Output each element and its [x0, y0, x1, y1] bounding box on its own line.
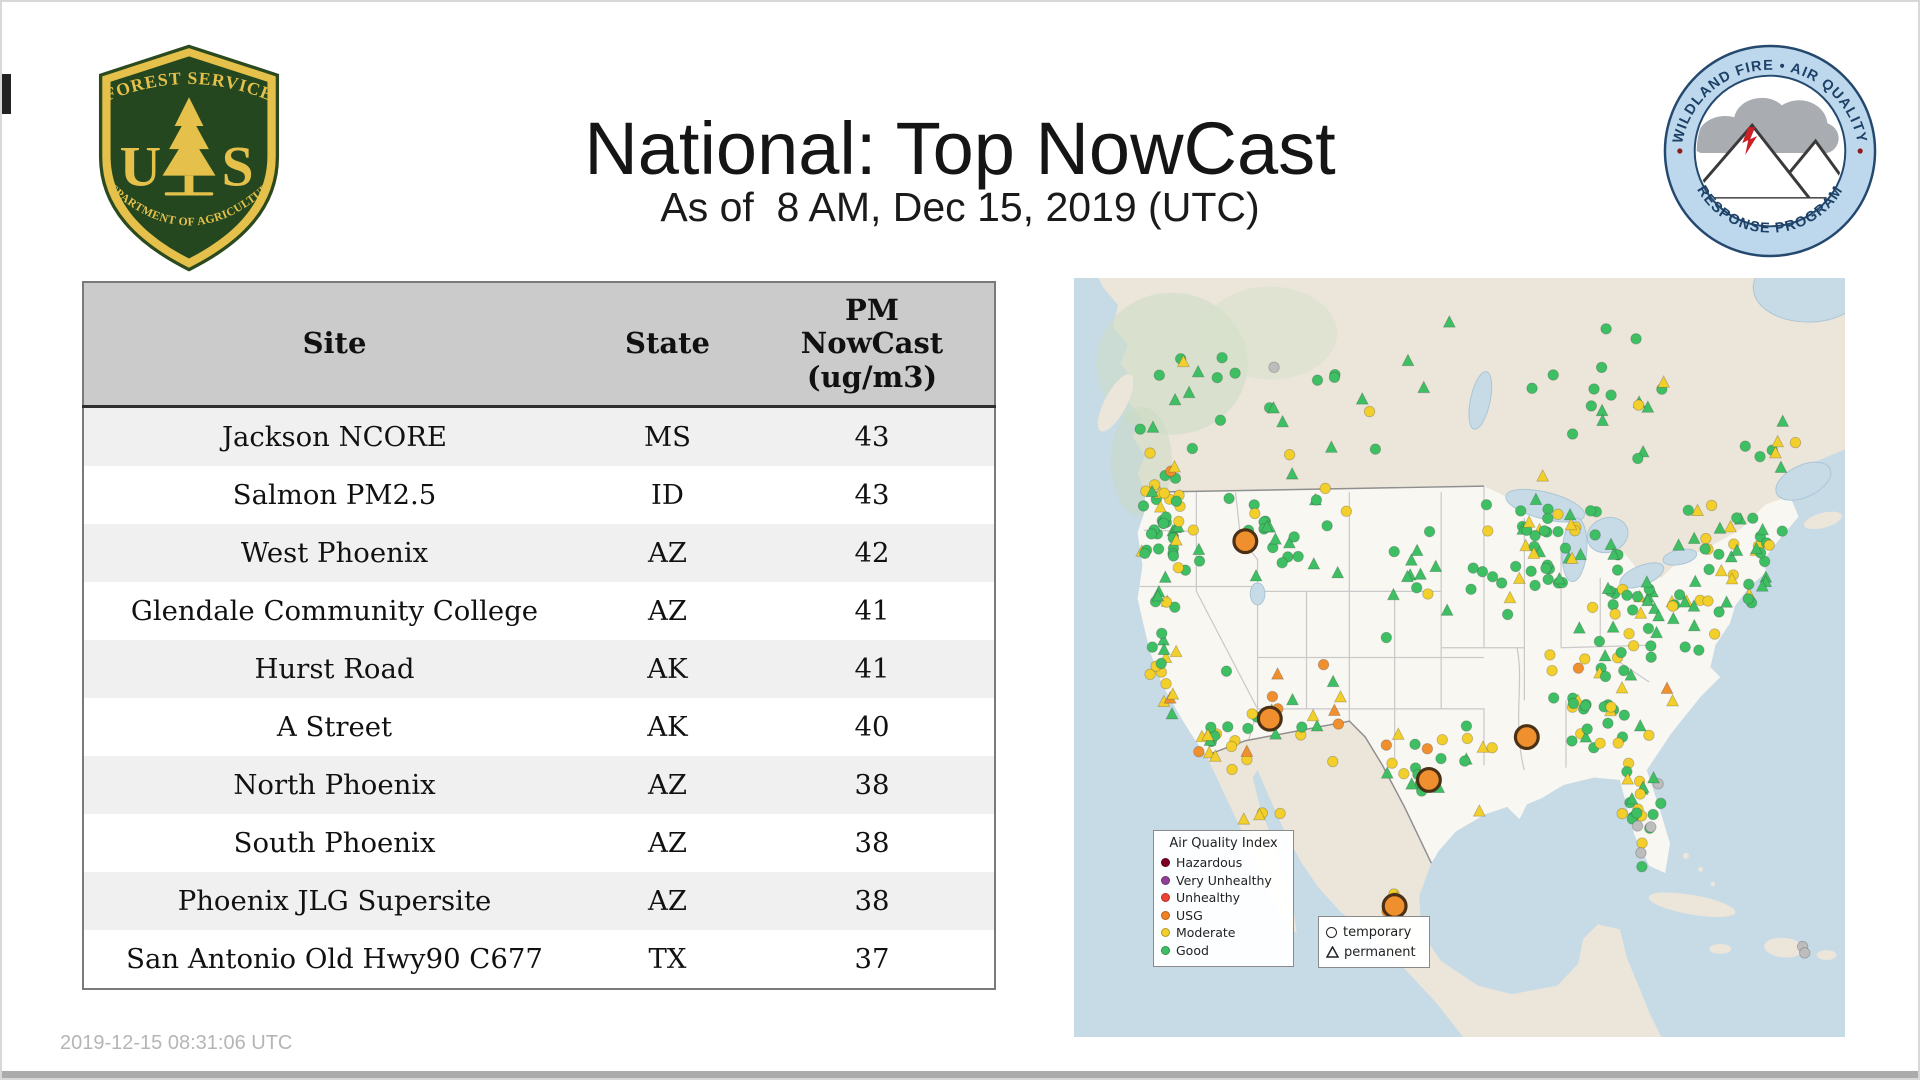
aqi-legend-entry: Very Unhealthy [1161, 872, 1286, 890]
table-row: San Antonio Old Hwy90 C677 TX 37 [83, 930, 995, 989]
smoke-cloud-icon [1696, 97, 1839, 153]
aqi-legend-entries: Hazardous Very Unhealthy Unhealthy USG Moder… [1161, 854, 1286, 959]
aqi-legend-entry: Hazardous [1161, 854, 1286, 872]
forest-service-logo: FOREST SERVICE U S DEPARTMENT OF AGRICUL… [78, 42, 280, 272]
legend-entry-permanent: permanent [1326, 942, 1422, 962]
seal-right-dot [1857, 148, 1863, 154]
table-row: A Street AK 40 [83, 698, 995, 756]
table-row: North Phoenix AZ 38 [83, 756, 995, 814]
pine-tree-icon [162, 97, 216, 196]
col-header-state: State [585, 282, 750, 408]
table-row: Salmon PM2.5 ID 43 [83, 466, 995, 524]
table-row: Phoenix JLG Supersite AZ 38 [83, 872, 995, 930]
islands [1097, 374, 1842, 960]
table-row: West Phoenix AZ 42 [83, 524, 995, 582]
monitor-map: Air Quality Index Hazardous Very Unhealth… [1074, 278, 1845, 1037]
nowcast-table-body: Jackson NCORE MS 43 Salmon PM2.5 ID 43 West Ph… [83, 406, 995, 989]
aqi-legend-entry: Unhealthy [1161, 889, 1286, 907]
aqi-legend-entry: USG [1161, 907, 1286, 925]
seal-left-dot [1677, 148, 1683, 154]
fs-logo-letter-s: S [222, 136, 254, 199]
fs-logo-letter-u: U [120, 136, 161, 199]
aqi-color-dot [1161, 858, 1170, 868]
col-header-value: PM NowCast (ug/m3) [750, 282, 995, 408]
marker-type-legend: temporary permanent [1318, 916, 1430, 968]
screen-edge-artifact [2, 74, 11, 114]
aqi-legend-entry: Moderate [1161, 924, 1286, 942]
bottom-edge-bar [2, 1071, 1918, 1078]
table-row: Glendale Community College AZ 41 [83, 582, 995, 640]
legend-entry-temporary: temporary [1326, 922, 1422, 942]
page-title: National: Top NowCast [584, 106, 1336, 190]
wfaqrp-logo: WILDLAND FIRE • AIR QUALITY RESPONSE PRO… [1663, 44, 1877, 258]
aqi-color-dot [1161, 910, 1170, 920]
table-row: South Phoenix AZ 38 [83, 814, 995, 872]
table-row: Jackson NCORE MS 43 [83, 406, 995, 466]
nowcast-table-panel: Site State PM NowCast (ug/m3) Jackson NC… [82, 281, 996, 990]
generated-timestamp: 2019-12-15 08:31:06 UTC [60, 1032, 293, 1054]
aqi-color-dot [1161, 875, 1170, 885]
col-header-site: Site [83, 282, 585, 408]
table-header-row: Site State PM NowCast (ug/m3) [83, 282, 995, 408]
aqi-legend-entry: Good [1161, 942, 1286, 960]
table-row: Hurst Road AK 41 [83, 640, 995, 698]
circle-marker-icon [1326, 926, 1337, 938]
monitor-dots [1134, 314, 1811, 959]
aqi-color-dot [1161, 928, 1170, 938]
aqi-legend: Air Quality Index Hazardous Very Unhealth… [1153, 830, 1294, 967]
terrain-tint [1202, 286, 1338, 380]
aqi-color-dot [1161, 945, 1170, 955]
nowcast-table: Site State PM NowCast (ug/m3) Jackson NC… [82, 281, 996, 990]
aqi-legend-title: Air Quality Index [1169, 836, 1278, 851]
page-subtitle: As of 8 AM, Dec 15, 2019 (UTC) [660, 184, 1260, 230]
aqi-color-dot [1161, 893, 1170, 903]
fire-icon [1742, 127, 1758, 155]
map-canvas [1074, 278, 1845, 1037]
country-borders [1144, 485, 1484, 864]
triangle-marker-icon [1326, 946, 1339, 958]
